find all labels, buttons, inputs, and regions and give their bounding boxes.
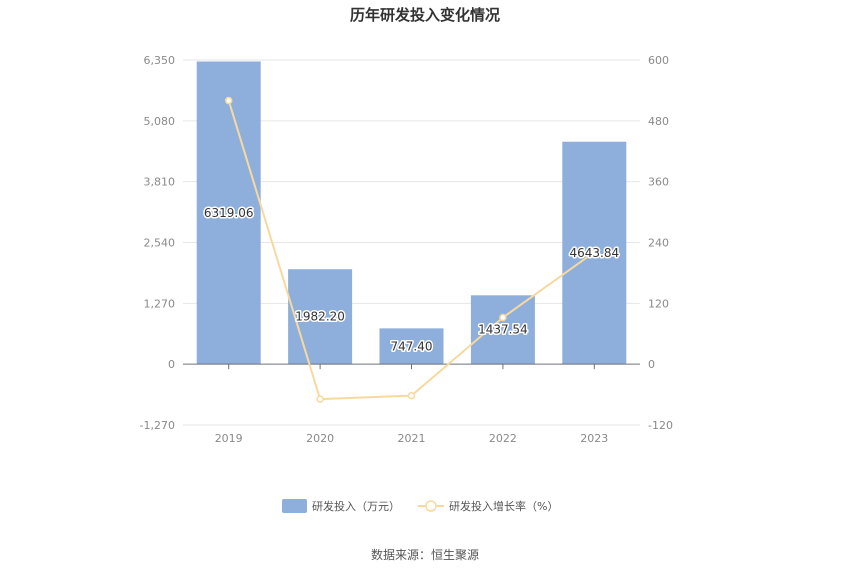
x-tick-label: 2022 (489, 432, 517, 445)
chart-title: 历年研发投入变化情况 (350, 6, 500, 24)
y-right-tick-label: 360 (648, 176, 669, 189)
bar (470, 295, 535, 365)
growth-point (316, 395, 324, 403)
x-tick-label: 2023 (580, 432, 608, 445)
x-tick-label: 2019 (215, 432, 243, 445)
legend-bar-label[interactable]: 研发投入（万元） (312, 499, 400, 513)
bar (379, 328, 444, 365)
y-left-tick-label: 5,080 (144, 115, 176, 128)
bar-data-label: 4643.84 (569, 246, 619, 260)
growth-point (407, 391, 416, 400)
legend-line-marker (425, 500, 437, 512)
legend-bar-swatch (282, 499, 307, 513)
y-left-tick-label: 3,810 (144, 176, 176, 189)
y-left-tick-label: -1,270 (140, 419, 175, 432)
y-right-tick-label: 600 (648, 54, 669, 67)
bar-series (196, 61, 627, 365)
y-right-tick-label: 480 (648, 115, 669, 128)
bar (288, 269, 353, 365)
line-series (224, 96, 599, 403)
left-axis-ticks: 6,350 5,080 3,810 2,540 1,270 0 -1,270 (140, 54, 175, 432)
y-right-tick-label: -120 (648, 419, 673, 432)
bar-data-label: 6319.06 (204, 206, 254, 220)
y-right-tick-label: 120 (648, 297, 669, 310)
source-note: 数据来源：恒生聚源 (371, 547, 479, 562)
y-left-tick-label: 2,540 (144, 237, 176, 250)
right-axis-ticks: 600 480 360 240 120 0 -120 (648, 54, 673, 432)
x-tick-label: 2021 (398, 432, 426, 445)
bar-data-labels: 6319.06 1982.20 747.40 1437.54 4643.84 (202, 204, 620, 354)
y-left-tick-label: 0 (168, 358, 175, 371)
bar (196, 61, 261, 365)
legend[interactable]: 研发投入（万元） 研发投入增长率（%） (282, 499, 558, 513)
y-left-tick-label: 6,350 (144, 54, 176, 67)
growth-point (499, 313, 507, 322)
legend-line-label[interactable]: 研发投入增长率（%） (449, 499, 558, 513)
bar-data-label: 747.40 (391, 339, 433, 353)
growth-point (590, 248, 599, 256)
x-axis-ticks: 2019 2020 2021 2022 2023 (215, 364, 608, 445)
y-right-tick-label: 0 (648, 358, 655, 371)
x-tick-label: 2020 (306, 432, 334, 445)
y-left-tick-label: 1,270 (144, 297, 176, 310)
growth-point (224, 96, 233, 105)
bar-data-label: 1982.20 (295, 310, 345, 324)
y-right-tick-label: 240 (648, 237, 669, 250)
bar-data-label: 1437.54 (478, 323, 528, 337)
